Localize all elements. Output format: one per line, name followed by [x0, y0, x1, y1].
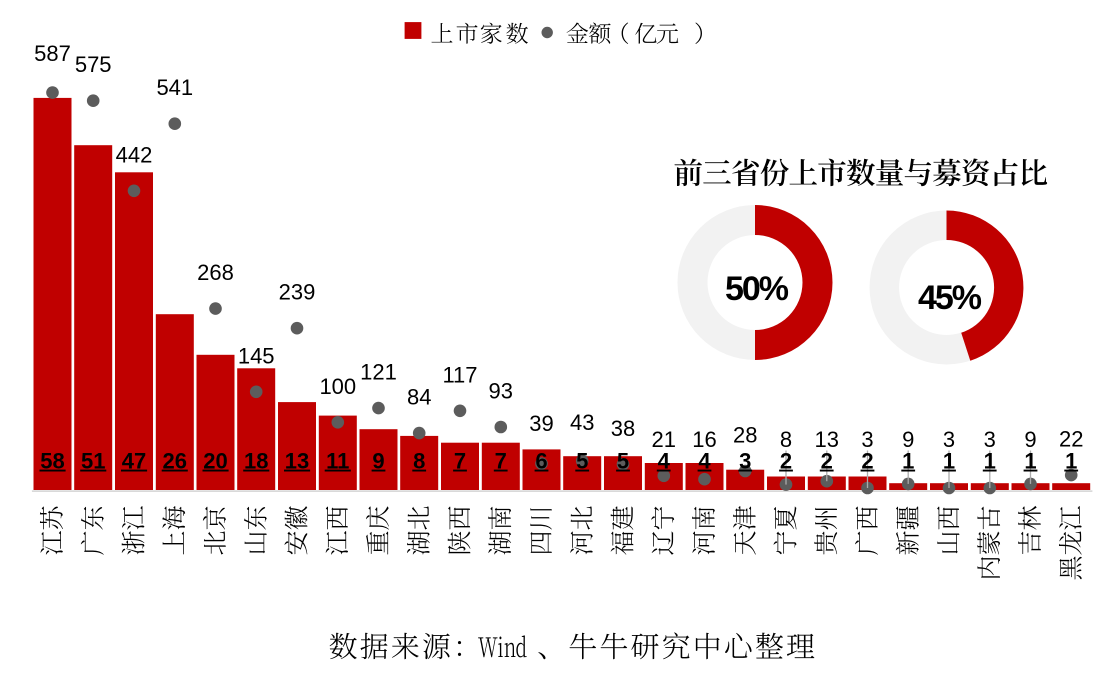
- svg-text:3: 3: [984, 427, 996, 452]
- svg-text:121: 121: [360, 360, 397, 385]
- svg-text:6: 6: [535, 448, 547, 473]
- svg-text:3: 3: [943, 427, 955, 452]
- svg-text:9: 9: [902, 427, 914, 452]
- svg-text:442: 442: [116, 142, 153, 167]
- svg-text:8: 8: [780, 427, 792, 452]
- svg-text:1: 1: [1024, 448, 1036, 473]
- svg-text:7: 7: [454, 448, 466, 473]
- svg-text:2: 2: [780, 448, 792, 473]
- svg-text:2: 2: [861, 448, 873, 473]
- svg-text:93: 93: [489, 379, 513, 404]
- svg-text:51: 51: [81, 448, 105, 473]
- svg-text:100: 100: [319, 374, 356, 399]
- svg-text:84: 84: [407, 385, 431, 410]
- svg-text:9: 9: [372, 448, 384, 473]
- svg-text:20: 20: [203, 448, 227, 473]
- svg-text:268: 268: [197, 260, 234, 285]
- svg-text:117: 117: [442, 362, 477, 387]
- svg-text:4: 4: [698, 448, 711, 473]
- svg-text:21: 21: [652, 427, 676, 452]
- svg-text:45%: 45%: [918, 279, 982, 317]
- svg-text:11: 11: [326, 448, 349, 473]
- svg-text:1: 1: [943, 448, 955, 473]
- svg-text:28: 28: [733, 423, 757, 448]
- svg-text:8: 8: [413, 448, 425, 473]
- svg-text:1: 1: [902, 448, 914, 473]
- svg-text:26: 26: [163, 448, 187, 473]
- svg-text:58: 58: [40, 448, 64, 473]
- svg-text:541: 541: [156, 75, 193, 100]
- svg-text:18: 18: [244, 448, 268, 473]
- svg-text:3: 3: [861, 427, 873, 452]
- svg-text:47: 47: [122, 448, 146, 473]
- svg-text:13: 13: [285, 448, 309, 473]
- svg-text:5: 5: [617, 448, 629, 473]
- svg-text:39: 39: [529, 411, 553, 436]
- svg-text:587: 587: [34, 41, 71, 66]
- svg-text:22: 22: [1059, 427, 1083, 452]
- svg-text:1: 1: [1065, 448, 1077, 473]
- svg-text:3: 3: [739, 448, 751, 473]
- svg-text:43: 43: [570, 410, 594, 435]
- svg-text:575: 575: [75, 52, 112, 77]
- svg-text:38: 38: [611, 416, 635, 441]
- svg-text:13: 13: [815, 427, 839, 452]
- svg-text:50%: 50%: [725, 270, 789, 308]
- svg-text:239: 239: [279, 280, 316, 305]
- svg-text:16: 16: [692, 427, 716, 452]
- svg-text:145: 145: [238, 343, 275, 368]
- svg-text:9: 9: [1024, 427, 1036, 452]
- svg-text:7: 7: [495, 448, 507, 473]
- svg-text:4: 4: [658, 448, 671, 473]
- svg-text:2: 2: [821, 448, 833, 473]
- svg-text:1: 1: [984, 448, 996, 473]
- svg-text:5: 5: [576, 448, 588, 473]
